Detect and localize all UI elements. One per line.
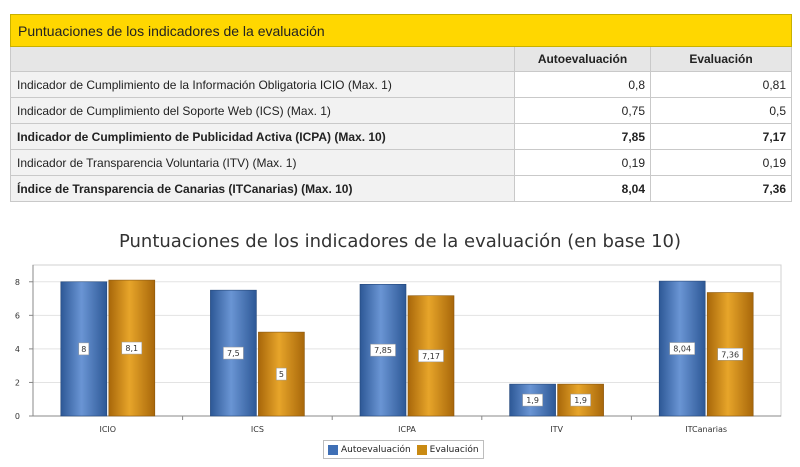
y-tick-label: 6 [15, 311, 20, 320]
row-auto-value: 8,04 [514, 175, 651, 202]
row-auto-value: 0,19 [514, 149, 651, 176]
chart-title: Puntuaciones de los indicadores de la ev… [118, 231, 682, 252]
table-title: Puntuaciones de los indicadores de la ev… [9, 14, 793, 47]
header-evaluacion: Evaluación [649, 46, 793, 72]
x-tick-label: ICPA [398, 425, 416, 434]
row-eval-value: 0,19 [649, 149, 793, 176]
table-row: Indicador de Cumplimiento de la Informac… [10, 71, 793, 98]
legend-label: Autoevaluación [341, 444, 411, 455]
row-eval-value: 7,17 [649, 123, 793, 150]
row-label: Indicador de Cumplimiento de Publicidad … [10, 123, 515, 150]
legend-swatch [416, 444, 427, 455]
data-label: 8,04 [673, 345, 691, 354]
y-tick-label: 0 [15, 412, 20, 421]
chart-legend: Autoevaluación Evaluación [323, 440, 484, 459]
row-label: Índice de Transparencia de Canarias (ITC… [10, 175, 515, 202]
row-label: Indicador de Cumplimiento del Soporte We… [10, 97, 515, 124]
data-label: 8,1 [125, 344, 138, 353]
y-tick-label: 2 [15, 378, 20, 387]
row-eval-value: 7,36 [649, 175, 793, 202]
data-label-box [570, 393, 591, 407]
data-label: 7,85 [374, 346, 392, 355]
bar-autoevaluacion [210, 289, 257, 417]
scores-table: Puntuaciones de los indicadores de la ev… [9, 14, 793, 202]
data-label-box [370, 343, 396, 357]
data-label-box [78, 342, 90, 356]
data-label: 1,9 [526, 396, 539, 405]
data-label: 5 [279, 370, 284, 379]
table-row: Índice de Transparencia de Canarias (ITC… [10, 175, 793, 202]
table-row: Indicador de Cumplimiento de Publicidad … [10, 123, 793, 150]
legend-item-evaluacion: Evaluación [416, 444, 479, 455]
data-label-box [522, 393, 543, 407]
table-row: Indicador de Cumplimiento del Soporte We… [10, 97, 793, 124]
data-label-box [717, 348, 743, 361]
y-tick-label: 8 [15, 278, 20, 287]
row-auto-value: 7,85 [514, 123, 651, 150]
data-label: 7,5 [227, 349, 240, 358]
data-label: 8 [81, 345, 86, 354]
y-tick-label: 4 [15, 345, 20, 354]
row-eval-value: 0,5 [649, 97, 793, 124]
plot-area [32, 264, 782, 417]
legend-label: Evaluación [429, 444, 479, 455]
data-label-box [669, 342, 695, 355]
x-tick-label: ICS [251, 425, 264, 434]
row-auto-value: 0,75 [514, 97, 651, 124]
row-label: Indicador de Cumplimiento de la Informac… [10, 71, 515, 98]
data-label-box [418, 349, 444, 363]
x-tick-label: ITCanarias [685, 425, 727, 434]
legend-swatch [328, 444, 338, 455]
data-label-box [276, 367, 287, 381]
x-tick-label: ITV [550, 425, 563, 434]
data-label: 7,36 [721, 350, 739, 359]
data-label-box [121, 341, 143, 355]
data-label-box [223, 346, 244, 360]
header-autoevaluacion: Autoevaluación [514, 46, 651, 72]
x-tick-label: ICIO [99, 425, 116, 434]
data-label: 7,17 [422, 352, 440, 361]
legend-item-autoevaluacion: Autoevaluación [328, 444, 411, 455]
data-label: 1,9 [574, 396, 587, 405]
